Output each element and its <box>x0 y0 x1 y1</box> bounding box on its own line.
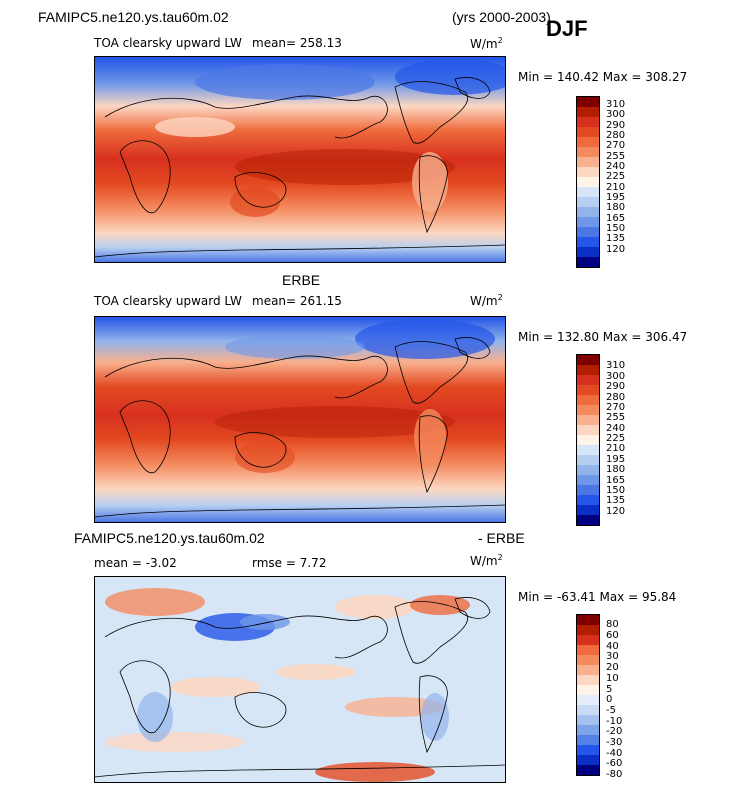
tick: 20 <box>606 662 619 673</box>
tick: 80 <box>606 619 619 630</box>
tick: -5 <box>606 705 616 716</box>
year-range: (yrs 2000-2003) <box>452 9 551 25</box>
tick: 195 <box>606 192 626 203</box>
tick: -20 <box>606 726 623 737</box>
panel1-mean: mean= 258.13 <box>252 36 342 50</box>
tick: 165 <box>606 213 626 224</box>
tick: 150 <box>606 485 626 496</box>
panel2-map <box>94 316 506 523</box>
tick: -60 <box>606 758 623 769</box>
panel3-rmse: rmse = 7.72 <box>252 556 327 570</box>
panel1-units: W/m2 <box>470 36 503 51</box>
tick: 300 <box>606 371 626 382</box>
panel2-minmax: Min = 132.80 Max = 306.47 <box>518 330 688 344</box>
panel3-title-left: FAMIPC5.ne120.ys.tau60m.02 <box>74 530 265 546</box>
tick: 10 <box>606 673 619 684</box>
panel3-title-right: - ERBE <box>478 530 525 546</box>
panel3-minmax: Min = -63.41 Max = 95.84 <box>518 590 677 604</box>
panel3-colorbar <box>576 614 600 776</box>
tick: -30 <box>606 737 623 748</box>
tick: 310 <box>606 99 626 110</box>
tick: 60 <box>606 630 619 641</box>
tick: 30 <box>606 651 619 662</box>
tick: 5 <box>606 684 613 695</box>
panel3-map <box>94 576 506 783</box>
tick: 150 <box>606 223 626 234</box>
tick: -80 <box>606 769 623 780</box>
tick: 120 <box>606 244 626 255</box>
tick: 270 <box>606 402 626 413</box>
tick: 165 <box>606 475 626 486</box>
panel1-map <box>94 56 506 263</box>
panel2-field-label: TOA clearsky upward LW <box>94 294 242 308</box>
tick: 180 <box>606 464 626 475</box>
panel3-units: W/m2 <box>470 553 503 568</box>
tick: 280 <box>606 392 626 403</box>
tick: -40 <box>606 748 623 759</box>
panel1-field-label: TOA clearsky upward LW <box>94 36 242 50</box>
tick: -10 <box>606 716 623 727</box>
panel3-mean: mean = -3.02 <box>94 556 177 570</box>
tick: 180 <box>606 202 626 213</box>
panel2-colorbar <box>576 354 600 526</box>
tick: 240 <box>606 161 626 172</box>
panel1-colorbar <box>576 96 600 268</box>
case-name: FAMIPC5.ne120.ys.tau60m.02 <box>38 9 229 25</box>
tick: 255 <box>606 412 626 423</box>
panel2-title: ERBE <box>282 272 321 288</box>
tick: 255 <box>606 151 626 162</box>
tick: 0 <box>606 694 613 705</box>
tick: 135 <box>606 233 626 244</box>
tick: 120 <box>606 506 626 517</box>
tick: 310 <box>606 360 626 371</box>
tick: 225 <box>606 433 626 444</box>
panel1-minmax: Min = 140.42 Max = 308.27 <box>518 70 688 84</box>
tick: 195 <box>606 454 626 465</box>
tick: 40 <box>606 641 619 652</box>
tick: 300 <box>606 109 626 120</box>
tick: 210 <box>606 182 626 193</box>
tick: 290 <box>606 381 626 392</box>
tick: 225 <box>606 171 626 182</box>
tick: 210 <box>606 443 626 454</box>
panel2-units: W/m2 <box>470 293 503 308</box>
panel2-mean: mean= 261.15 <box>252 294 342 308</box>
tick: 270 <box>606 140 626 151</box>
tick: 280 <box>606 130 626 141</box>
tick: 240 <box>606 423 626 434</box>
tick: 135 <box>606 495 626 506</box>
season-label: DJF <box>546 16 588 41</box>
tick: 290 <box>606 120 626 131</box>
